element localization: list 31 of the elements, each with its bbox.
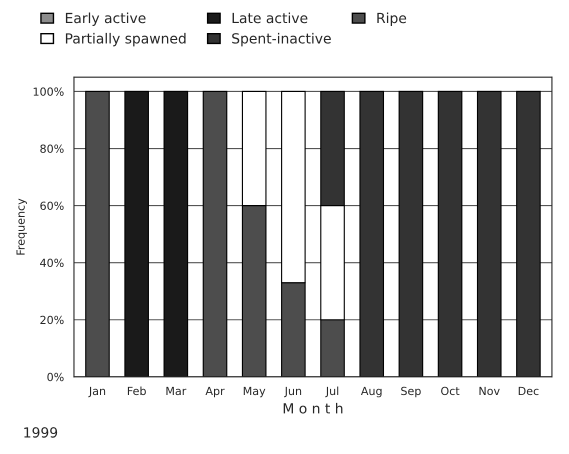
bar [476, 90, 502, 377]
x-tick-label: Dec [518, 386, 538, 396]
x-tick-label: Sep [401, 386, 421, 398]
legend-label: Spent-inactive [232, 32, 331, 46]
x-tick-label: Oct [441, 386, 460, 396]
x-tick-label: Jun [284, 386, 302, 398]
legend-label: Early active [66, 12, 146, 26]
legend-label: Partially spawned [66, 32, 186, 46]
x-tick-label: May [244, 386, 266, 398]
y-tick-label: 40% [40, 258, 64, 268]
x-axis-title: M o n t h [284, 402, 342, 414]
x-tick-label: Apr [205, 386, 225, 398]
x-tick-label: Mar [166, 386, 186, 396]
text: 1999 [24, 427, 58, 438]
bar [516, 90, 541, 377]
y-tick-label: 100% [34, 87, 64, 96]
x-tick-label: Nov [479, 386, 500, 396]
x-tick-label: Jan [88, 386, 106, 398]
bar [359, 90, 384, 377]
y-tick-label: 80% [40, 144, 64, 153]
x-tick-label: Aug [360, 386, 382, 398]
y-tick-label: 60% [40, 202, 64, 210]
legend-label: Ripe [377, 12, 406, 26]
y-tick-label: 0% [47, 372, 64, 382]
bar [438, 90, 462, 377]
y-tick-label: 20% [40, 316, 64, 324]
bar [398, 90, 424, 377]
legend-label: Late active [232, 12, 308, 24]
x-tick-label: Jul [325, 386, 338, 398]
x-tick-label: Feb [128, 386, 146, 396]
y-axis-title: Frequency [16, 198, 27, 255]
